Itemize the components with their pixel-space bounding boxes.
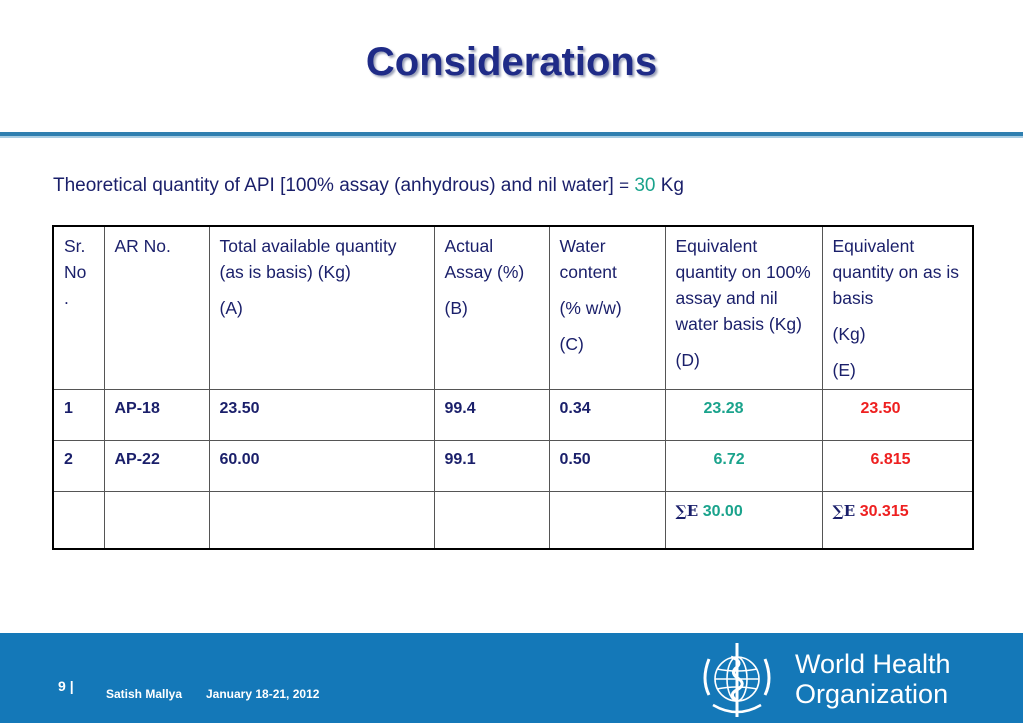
sigma-label: ∑E [832, 502, 856, 520]
header-actual-assay: Actual Assay (%) (B) [433, 225, 550, 390]
cell-water: 0.34 [548, 389, 666, 441]
quantity-table: Sr. No . AR No. Total available quantity… [52, 225, 974, 550]
cell-equiv-e: 6.815 [821, 440, 974, 492]
cell-sum-e: ∑E 30.315 [821, 491, 974, 550]
title-divider [0, 132, 1023, 136]
header-sr-no: Sr. No . [52, 225, 105, 390]
cell-sr: 2 [52, 440, 105, 492]
org-name-line1: World Health [795, 649, 951, 679]
table-header-row: Sr. No . AR No. Total available quantity… [52, 225, 974, 390]
table-row: 1 AP-18 23.50 99.4 0.34 23.28 23.50 [52, 389, 974, 441]
sum-e-value: 30.315 [859, 503, 909, 520]
cell-empty [52, 491, 105, 550]
cell-ar-no: AP-22 [103, 440, 210, 492]
header-water-content: Water content (% w/w) (C) [548, 225, 666, 390]
header-ar-no: AR No. [103, 225, 210, 390]
cell-empty [103, 491, 210, 550]
statement-equals: = [619, 176, 630, 195]
cell-empty [208, 491, 435, 550]
header-total-available: Total available quantity (as is basis) (… [208, 225, 435, 390]
cell-empty [548, 491, 666, 550]
header-equivalent-as-is: Equivalent quantity on as is basis (Kg) … [821, 225, 974, 390]
footer-date: January 18-21, 2012 [206, 687, 320, 701]
table-row: 2 AP-22 60.00 99.1 0.50 6.72 6.815 [52, 440, 974, 492]
header-equivalent-100-assay: Equivalent quantity on 100% assay and ni… [664, 225, 823, 390]
slide-title: Considerations [365, 40, 658, 84]
cell-empty [433, 491, 550, 550]
statement-text: Theoretical quantity of API [100% assay … [53, 175, 614, 196]
cell-equiv-e: 23.50 [821, 389, 974, 441]
cell-total: 23.50 [208, 389, 435, 441]
page-number: 9 | [58, 678, 74, 694]
cell-ar-no: AP-18 [103, 389, 210, 441]
org-name-line2: Organization [795, 679, 949, 709]
cell-equiv-d: 23.28 [664, 389, 823, 441]
cell-equiv-d: 6.72 [664, 440, 823, 492]
table-totals-row: ∑E 30.00 ∑E 30.315 [52, 491, 974, 550]
statement-unit: Kg [660, 175, 684, 196]
cell-water: 0.50 [548, 440, 666, 492]
cell-total: 60.00 [208, 440, 435, 492]
cell-assay: 99.4 [433, 389, 550, 441]
cell-sr: 1 [52, 389, 105, 441]
cell-sum-d: ∑E 30.00 [664, 491, 823, 550]
footer-author: Satish Mallya [106, 687, 183, 701]
who-emblem-icon [703, 643, 771, 717]
statement-value: 30 [634, 175, 656, 196]
title-divider-light [0, 136, 1023, 138]
sum-d-value: 30.00 [702, 503, 743, 520]
sigma-label: ∑E [675, 502, 699, 520]
cell-assay: 99.1 [433, 440, 550, 492]
theoretical-quantity-statement: Theoretical quantity of API [100% assay … [53, 175, 684, 197]
footer-bar: 9 | Satish Mallya January 18-21, 2012 Wo… [0, 633, 1023, 723]
